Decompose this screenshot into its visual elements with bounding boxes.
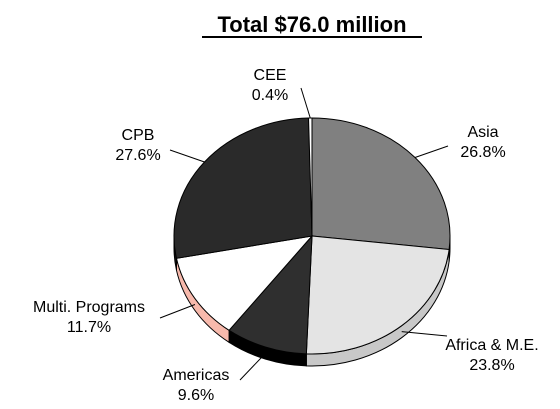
slice-label-5: CEE <box>254 67 287 84</box>
leader-lines <box>159 87 449 381</box>
slice-label-3: Multi. Programs <box>33 299 145 316</box>
leader-line-4 <box>169 149 205 163</box>
slice-labels: Asia 26.8% Africa & M.E. 23.8% Americas 9.6% M… <box>33 67 539 404</box>
slice-value-label-2: 9.6% <box>178 387 214 404</box>
slice-label-0: Asia <box>467 124 498 141</box>
pie-slice-3 <box>175 235 314 331</box>
pie-slices <box>173 117 451 355</box>
slice-value-label-0: 26.8% <box>460 144 505 161</box>
pie-slice-2 <box>228 234 313 355</box>
pie-slice-4 <box>173 117 313 259</box>
pie-slice-0 <box>311 117 451 251</box>
slice-value-label-1: 23.8% <box>469 357 514 374</box>
slice-label-1: Africa & M.E. <box>445 337 538 354</box>
chart-title: Total $76.0 million <box>217 12 406 37</box>
leader-line-1 <box>401 331 448 337</box>
slice-value-label-3: 11.7% <box>67 319 111 336</box>
slice-label-4: CPB <box>122 127 155 144</box>
slice-value-label-5: 0.4% <box>252 87 288 104</box>
leader-line-5 <box>300 87 311 119</box>
pie-slice-1 <box>305 235 450 355</box>
leader-line-0 <box>414 145 449 158</box>
slice-label-2: Americas <box>163 367 230 384</box>
leader-line-2 <box>239 352 266 381</box>
leader-line-3 <box>159 304 196 319</box>
slice-value-label-4: 27.6% <box>115 147 160 164</box>
